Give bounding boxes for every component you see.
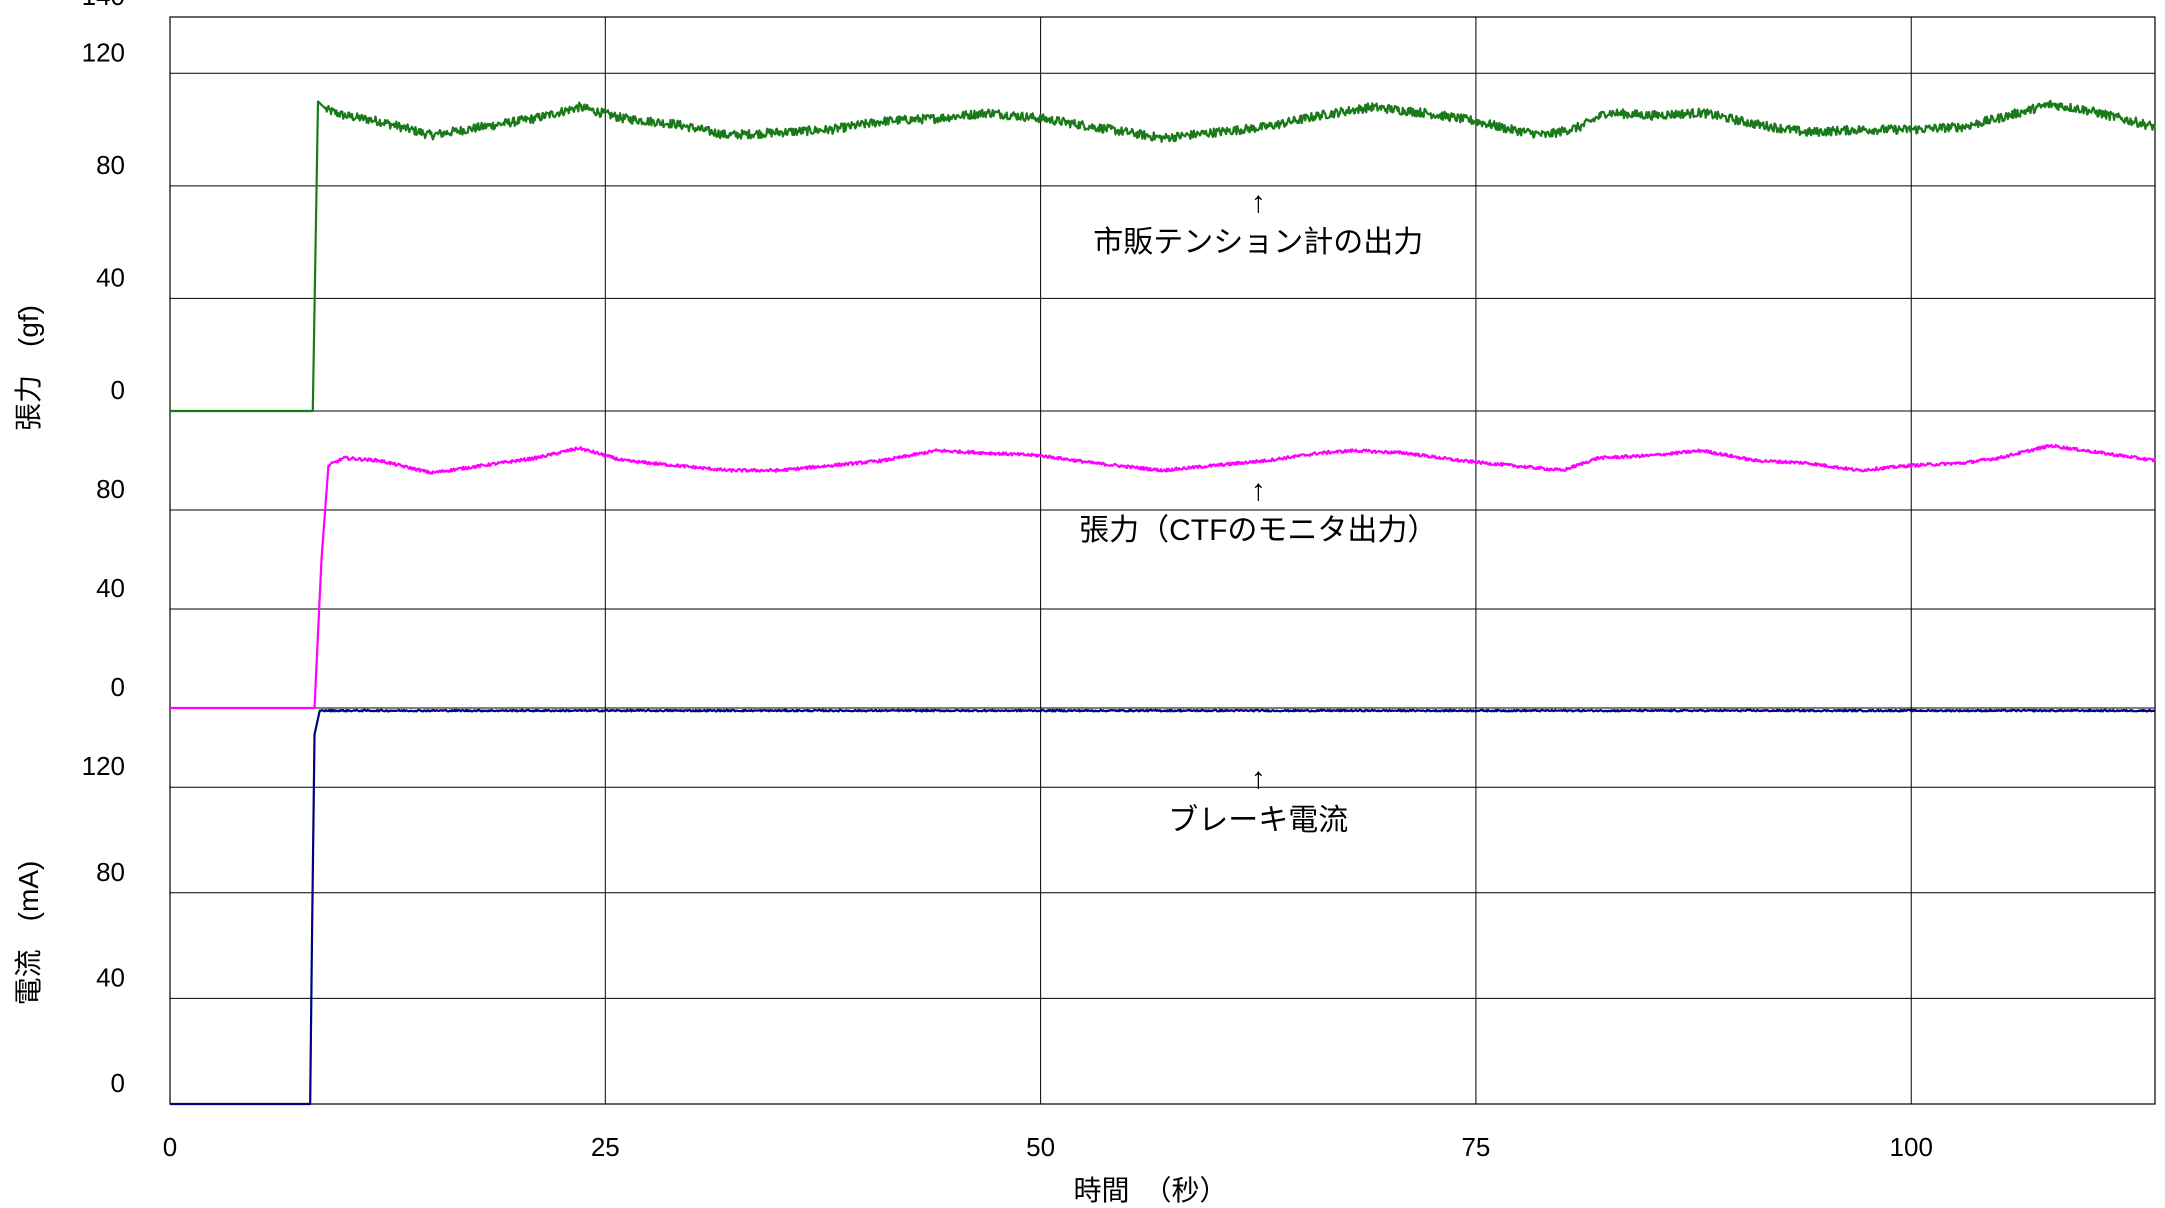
x-tick-label: 50 bbox=[1026, 1132, 1055, 1162]
y-tick-label-ctf: 0 bbox=[111, 672, 125, 702]
series-line-ctf bbox=[169, 443, 2157, 710]
x-tick-label: 25 bbox=[591, 1132, 620, 1162]
y-axis-title-tension: 張力 (gf) bbox=[13, 305, 44, 431]
x-tick-label: 0 bbox=[163, 1132, 177, 1162]
series-line-brake bbox=[169, 708, 2156, 1106]
y-tick-label-ctf: 40 bbox=[96, 573, 125, 603]
annotation-label-commercial: 市販テンション計の出力 bbox=[1093, 226, 1423, 259]
series-line-commercial bbox=[169, 99, 2157, 413]
y-tick-label-brake: 0 bbox=[111, 1068, 125, 1098]
x-tick-label: 75 bbox=[1461, 1132, 1490, 1162]
annotation-label-brake: ブレーキ電流 bbox=[1168, 804, 1348, 837]
series-layer bbox=[169, 99, 2157, 1106]
y-tick-label-brake: 40 bbox=[96, 962, 125, 992]
annotation-label-ctf: 張力（CTFのモニタ出力） bbox=[1079, 514, 1437, 547]
y-tick-label-commercial: 140 bbox=[82, 0, 125, 11]
y-tick-label-commercial: 0 bbox=[111, 375, 125, 405]
annotation-arrow-commercial: ↑ bbox=[1251, 186, 1266, 219]
y-tick-label-commercial: 40 bbox=[96, 262, 125, 292]
y-tick-label-commercial: 120 bbox=[82, 37, 125, 67]
labels: 0 40 80 120 140 0 40 80 0 40 80 120 0 25 50 75 100 時間 （秒）… bbox=[13, 0, 1933, 1206]
grid bbox=[169, 16, 2156, 1105]
y-axis-title-current: 電流 (mA) bbox=[13, 861, 44, 1006]
annotation-arrow-brake: ↑ bbox=[1251, 762, 1266, 795]
annotation-arrow-ctf: ↑ bbox=[1251, 474, 1266, 507]
plot-frame bbox=[169, 16, 2156, 1105]
y-tick-label-ctf: 80 bbox=[96, 474, 125, 504]
x-tick-label: 100 bbox=[1890, 1132, 1933, 1162]
x-axis-title: 時間 （秒） bbox=[1073, 1175, 1227, 1206]
y-tick-label-brake: 80 bbox=[96, 857, 125, 887]
y-tick-label-commercial: 80 bbox=[96, 150, 125, 180]
y-tick-label-brake: 120 bbox=[82, 751, 125, 781]
